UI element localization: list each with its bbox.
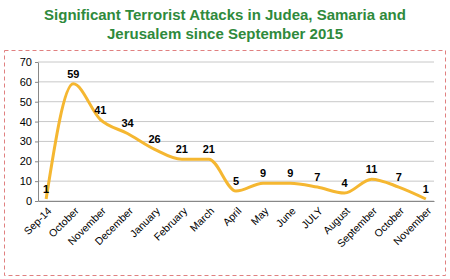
grid-line — [38, 201, 434, 202]
y-tick-mark — [35, 201, 38, 202]
line — [46, 84, 426, 199]
y-axis: 0 10 20 30 40 50 60 70 — [20, 56, 39, 207]
y-tick-mark — [35, 82, 38, 83]
plot-area — [46, 84, 426, 199]
data-label: 21 — [203, 143, 215, 155]
data-label: 9 — [287, 167, 293, 179]
data-label: 41 — [94, 104, 106, 116]
y-axis-line — [38, 63, 39, 202]
y-tick-mark — [35, 141, 38, 142]
grid-line — [38, 81, 434, 82]
y-tick-label: 60 — [20, 76, 32, 88]
y-tick: 70 — [20, 56, 38, 68]
y-tick-mark — [35, 181, 38, 182]
x-tick: April — [220, 201, 243, 228]
data-label: 21 — [176, 143, 188, 155]
grid-line — [38, 121, 434, 122]
x-axis-line — [39, 201, 435, 202]
data-label: 34 — [121, 117, 134, 129]
data-labels: 1594134262121599741171 — [43, 68, 429, 195]
x-tick-label: November — [391, 204, 434, 247]
grid-line — [38, 62, 434, 63]
grid-line — [38, 141, 434, 142]
y-tick-mark — [35, 102, 38, 103]
x-tick: February — [151, 201, 190, 243]
x-tick-label: December — [92, 204, 135, 247]
grid-line — [38, 101, 434, 102]
data-label: 5 — [233, 175, 239, 187]
data-label: 9 — [260, 167, 266, 179]
data-label: 7 — [314, 171, 320, 183]
y-tick-mark — [35, 62, 38, 63]
y-tick: 40 — [20, 116, 38, 128]
x-tick-label: March — [187, 204, 216, 233]
x-tick-label: February — [151, 204, 190, 243]
y-tick-label: 40 — [20, 116, 32, 128]
x-tick-label: April — [220, 205, 243, 228]
x-tick: September — [334, 201, 379, 249]
y-tick-label: 10 — [20, 175, 32, 187]
x-tick: December — [92, 201, 135, 247]
y-tick-label: 0 — [26, 195, 32, 207]
x-tick: November — [391, 201, 434, 247]
y-tick: 20 — [20, 155, 38, 167]
x-tick: March — [187, 201, 216, 234]
y-tick: 50 — [20, 96, 38, 108]
grid — [38, 62, 434, 201]
x-tick-label: September — [334, 204, 379, 249]
grid-line — [38, 161, 434, 162]
frame — [5, 51, 446, 276]
data-label: 1 — [43, 183, 49, 195]
y-tick-label: 30 — [20, 135, 32, 147]
chart: Significant Terrorist Attacks in Judea, … — [0, 0, 450, 279]
title: Significant Terrorist Attacks in Judea, … — [44, 6, 406, 42]
x-tick: May — [248, 201, 271, 227]
y-tick-mark — [35, 161, 38, 162]
y-tick-mark — [35, 122, 38, 123]
data-label: 1 — [423, 183, 429, 195]
y-tick: 0 — [26, 195, 38, 207]
data-label: 7 — [396, 171, 402, 183]
data-label: 11 — [366, 163, 378, 175]
x-tick: June — [273, 201, 298, 229]
x-axis: Sep-14OctoberNovemberDecemberJanuaryFebr… — [21, 201, 434, 249]
data-label: 4 — [341, 177, 348, 189]
y-tick: 60 — [20, 76, 38, 88]
data-label: 59 — [67, 68, 79, 80]
y-tick-label: 20 — [20, 155, 32, 167]
y-tick-label: 50 — [20, 96, 32, 108]
y-tick: 10 — [20, 175, 38, 187]
x-tick-label: May — [248, 204, 271, 227]
x-tick-label: June — [273, 204, 298, 229]
data-label: 26 — [149, 133, 161, 145]
y-tick-label: 70 — [20, 56, 32, 68]
y-tick: 30 — [20, 135, 38, 147]
